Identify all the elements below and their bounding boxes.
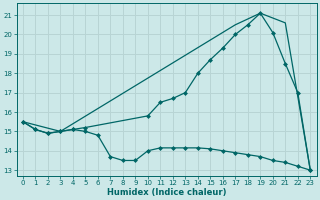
X-axis label: Humidex (Indice chaleur): Humidex (Indice chaleur): [107, 188, 226, 197]
